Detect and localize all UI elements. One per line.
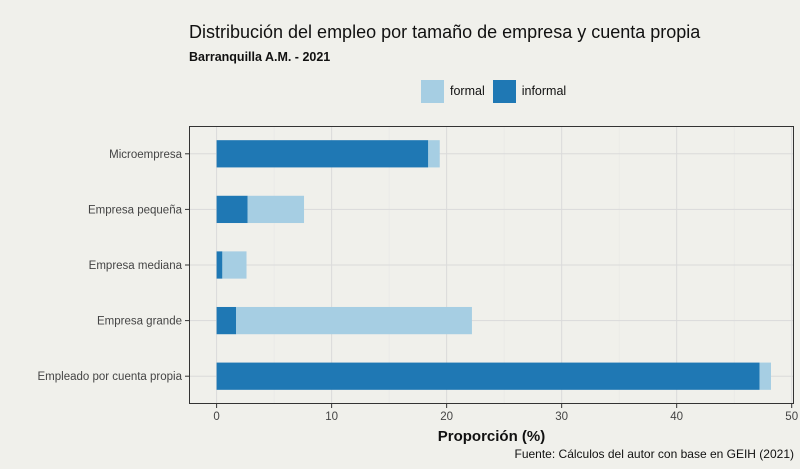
y-tick-label: Empleado por cuenta propia (38, 371, 183, 383)
x-tick-label: 50 (785, 411, 798, 423)
bar-formal (759, 362, 771, 390)
chart-subtitle: Barranquilla A.M. - 2021 (189, 50, 331, 64)
legend-item-formal: formal (421, 79, 485, 103)
x-tick-label: 30 (555, 411, 568, 423)
bar-formal (236, 306, 472, 335)
bar-formal (247, 195, 305, 224)
bars (216, 140, 771, 390)
chart-title: Distribución del empleo por tamaño de em… (189, 22, 701, 42)
bar-formal (428, 140, 440, 168)
y-tick-label: Empresa grande (97, 316, 182, 328)
panel-border (189, 126, 794, 404)
x-tick-label: 20 (440, 411, 453, 423)
bar-informal (216, 306, 237, 335)
bar-informal (216, 140, 429, 168)
legend-label-formal: formal (450, 84, 485, 98)
bar-informal (216, 195, 248, 224)
grid (189, 126, 794, 404)
x-tick-label: 10 (325, 411, 338, 423)
y-tick-label: Empresa pequeña (88, 204, 183, 216)
chart-caption: Fuente: Cálculos del autor con base en G… (514, 447, 795, 461)
legend-key-informal (492, 79, 516, 103)
x-axis: 0 10 20 30 40 50 (213, 404, 798, 423)
x-tick-label: 0 (213, 411, 219, 423)
legend-key-formal (421, 79, 444, 103)
x-axis-title: Proporción (%) (438, 428, 546, 445)
y-tick-label: Empresa mediana (89, 260, 183, 272)
y-tick-label: Microempresa (109, 149, 182, 161)
y-axis: Microempresa Empresa pequeña Empresa media… (38, 149, 189, 383)
legend-item-informal: informal (492, 79, 567, 103)
x-tick-label: 40 (670, 411, 683, 423)
legend: formal informal (421, 79, 574, 103)
legend-label-informal: informal (521, 84, 567, 98)
bar-informal (216, 362, 760, 390)
bar-informal (216, 251, 223, 279)
bar-formal (222, 251, 247, 279)
